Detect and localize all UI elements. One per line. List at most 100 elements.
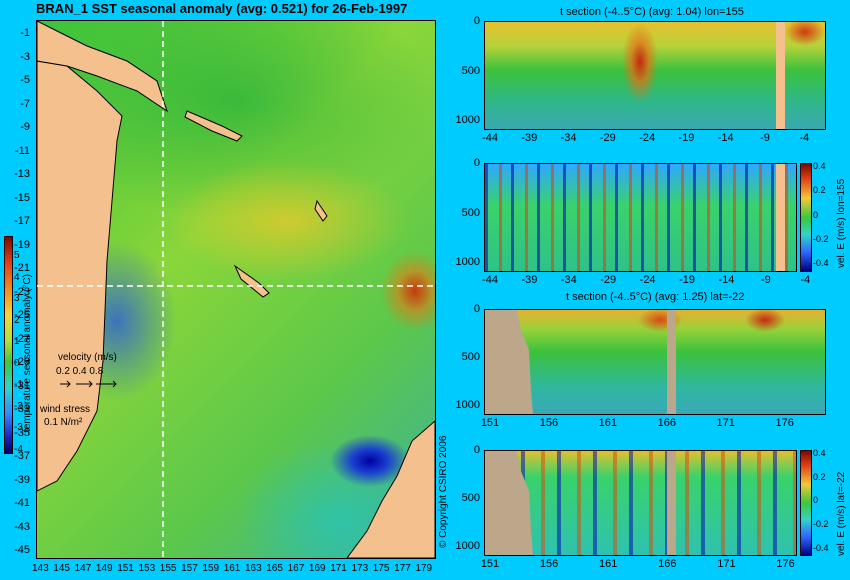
colorbar-tick-label: -2 bbox=[14, 400, 23, 412]
lat-tick-label: -43 bbox=[14, 520, 30, 533]
panel1-depth-tick: 500 bbox=[461, 64, 480, 77]
vanuatu-land bbox=[314, 199, 328, 222]
panel4-colorbar-tick: -0.4 bbox=[813, 542, 829, 553]
panel2-x-tick: -4 bbox=[800, 274, 811, 286]
colorbar-tick-label: -4 bbox=[14, 443, 23, 455]
panel1-depth-tick: 0 bbox=[473, 15, 480, 27]
lat-tick-label: -1 bbox=[20, 27, 30, 39]
panel4-x-tick: 176 bbox=[776, 558, 795, 570]
panel2-x-tick: -39 bbox=[521, 274, 538, 286]
panel2-x-tick: -19 bbox=[679, 274, 695, 286]
panel4-colorbar-tick: 0.4 bbox=[813, 448, 826, 458]
lon-tick-label: 161 bbox=[223, 563, 241, 574]
lon-tick-label: 143 bbox=[32, 563, 49, 574]
panel1-x-tick: -34 bbox=[560, 132, 577, 144]
panel3-land-gap bbox=[667, 310, 676, 414]
lat-tick-label: -35 bbox=[14, 426, 30, 439]
lat-tick-label: -5 bbox=[20, 74, 30, 86]
lon-tick-label: 173 bbox=[351, 563, 369, 574]
lon-tick-label: 177 bbox=[394, 563, 411, 574]
panel4-land-gap bbox=[667, 451, 676, 555]
panel2-land-gap bbox=[776, 164, 785, 271]
panel3-depth-tick: 1000 bbox=[455, 399, 480, 411]
panel2-x-tick: -14 bbox=[718, 274, 735, 286]
lat-tick-label: -7 bbox=[20, 97, 30, 110]
lat-tick-label: -37 bbox=[14, 450, 30, 462]
colorbar-tick-label: 1 bbox=[14, 336, 20, 347]
lat-tick-label: -11 bbox=[14, 144, 30, 157]
colorbar-label: temperature seasonal anomaly (°C) bbox=[22, 274, 33, 432]
panel1-depth-tick: 1000 bbox=[455, 114, 480, 126]
panel3-depth-tick: 0 bbox=[473, 303, 480, 315]
panel1-x-tick: -19 bbox=[678, 132, 695, 144]
colorbar-tick-label: 0 bbox=[14, 357, 20, 369]
lon-tick-label: 169 bbox=[308, 563, 326, 574]
lat-tick-label: -19 bbox=[14, 238, 30, 251]
lon-tick-label: 147 bbox=[74, 563, 92, 574]
sst-anomaly-map bbox=[36, 20, 436, 559]
panel2-colorbar-tick: -0.4 bbox=[813, 258, 829, 269]
colorbar-tick-label: -3 bbox=[14, 422, 23, 433]
panel1-x-tick: -14 bbox=[717, 132, 734, 144]
panel3-x-tick: 166 bbox=[657, 417, 676, 429]
panel4-x-tick: 171 bbox=[717, 558, 736, 570]
panel3-temperature-section-lat-22 bbox=[484, 309, 826, 415]
lat-tick-label: -9 bbox=[20, 121, 30, 133]
map-title: BRAN_1 SST seasonal anomaly (avg: 0.521)… bbox=[36, 1, 408, 16]
velocity-arrows-icon bbox=[60, 380, 117, 388]
lat-tick-label: -41 bbox=[14, 497, 30, 509]
panel3-depth-tick: 500 bbox=[461, 351, 480, 363]
panel4-depth-tick: 0 bbox=[473, 444, 480, 456]
lat-tick-label: -31 bbox=[14, 379, 30, 392]
lon-tick-label: 157 bbox=[181, 563, 198, 574]
panel4-depth-tick: 500 bbox=[461, 492, 480, 504]
panel4-land-shape bbox=[485, 451, 533, 555]
lon-tick-label: 153 bbox=[138, 563, 156, 574]
lat-tick-label: -3 bbox=[20, 50, 30, 63]
panel4-colorbar-tick: -0.2 bbox=[813, 518, 829, 529]
lat-tick-label: -39 bbox=[14, 473, 30, 486]
panel2-colorbar-tick: 0.4 bbox=[813, 161, 826, 171]
wind-legend-value: 0.1 N/m² bbox=[44, 417, 83, 428]
land-layer bbox=[37, 21, 435, 558]
panel4-colorbar-tick: 0.2 bbox=[813, 471, 826, 482]
lat-tick-label: -45 bbox=[14, 544, 30, 556]
panel4-colorbar-tick: 0 bbox=[813, 495, 819, 506]
panel1-x-tick: -39 bbox=[521, 132, 538, 144]
panel4-x-tick: 161 bbox=[599, 558, 618, 570]
panel2-depth-tick: 500 bbox=[461, 206, 480, 219]
panel2-velocity-section-lon155 bbox=[484, 163, 797, 272]
panel4-x-tick: 166 bbox=[658, 558, 677, 570]
lon-tick-label: 149 bbox=[95, 563, 113, 574]
panel2-colorbar-tick: 0.2 bbox=[813, 185, 826, 196]
panel1-x-tick: -4 bbox=[799, 132, 810, 144]
panel4-x-tick: 156 bbox=[539, 558, 559, 570]
velocity-legend-title: velocity (m/s) bbox=[58, 352, 117, 363]
panel2-depth-tick: 0 bbox=[473, 157, 480, 169]
lat-tick-label: -23 bbox=[14, 285, 30, 298]
lon-tick-label: 155 bbox=[159, 563, 177, 574]
solomon-islands-land bbox=[184, 110, 243, 142]
panel2-colorbar bbox=[800, 163, 812, 272]
panel1-x-tick: -9 bbox=[760, 132, 770, 144]
panel1-title: t section (-4..5°C) (avg: 1.04) lon=155 bbox=[560, 6, 744, 18]
panel2-colorbar-tick: 0 bbox=[813, 209, 819, 220]
lon-tick-label: 151 bbox=[117, 563, 134, 574]
lon-tick-label: 167 bbox=[287, 563, 305, 574]
panel3-x-tick: 171 bbox=[716, 417, 735, 429]
panel3-land-shape bbox=[485, 310, 533, 414]
panel2-side-label: vel. E (m/s) lon=155 bbox=[836, 178, 847, 268]
lat-tick-label: -13 bbox=[14, 168, 30, 180]
colorbar-tick-label: 2 bbox=[14, 314, 20, 326]
panel4-colorbar bbox=[800, 450, 812, 556]
new-caledonia-land bbox=[233, 264, 270, 298]
panel1-x-tick: -29 bbox=[599, 132, 616, 144]
lon-tick-label: 145 bbox=[53, 563, 70, 574]
colorbar-tick-label: 4 bbox=[14, 271, 20, 283]
lat-tick-label: -33 bbox=[14, 403, 30, 415]
panel2-x-tick: -9 bbox=[760, 274, 771, 286]
lat-tick-label: -21 bbox=[14, 262, 30, 274]
panel4-x-tick: 151 bbox=[480, 558, 500, 570]
panel2-x-tick: -34 bbox=[560, 274, 577, 286]
lat-tick-label: -27 bbox=[14, 332, 30, 345]
